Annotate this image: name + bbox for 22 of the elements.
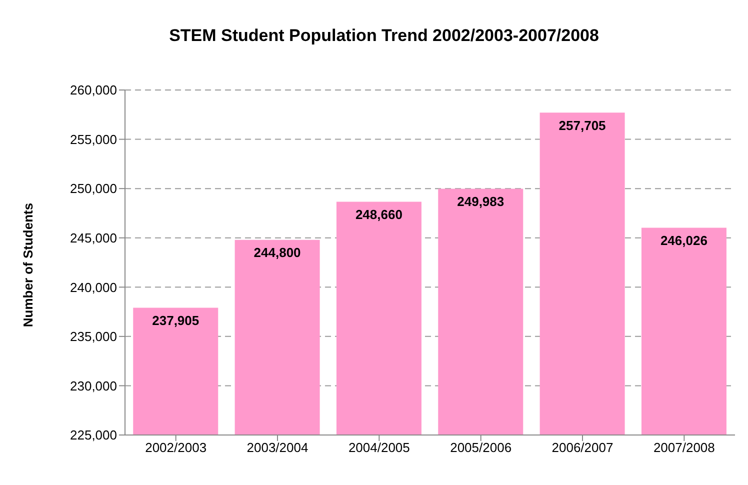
x-tick-label: 2007/2008 — [653, 440, 715, 456]
data-label: 249,983 — [457, 194, 504, 209]
y-tick-label: 240,000 — [70, 280, 117, 295]
data-label: 248,660 — [355, 207, 402, 222]
x-tick-label: 2003/2004 — [246, 440, 308, 456]
y-axis-title: Number of Students — [20, 202, 36, 328]
y-tick-label: 230,000 — [70, 378, 117, 394]
y-tick-label: 225,000 — [70, 428, 117, 443]
x-tick-label: 2004/2005 — [348, 440, 410, 456]
data-label: 237,905 — [152, 313, 200, 328]
chart-title: STEM Student Population Trend 2002/2003-2007/2008 — [168, 26, 600, 46]
data-label: 257,705 — [558, 118, 606, 133]
y-tick-label: 260,000 — [70, 82, 117, 98]
x-tick-label: 2005/2006 — [450, 440, 512, 456]
y-tick-label: 255,000 — [70, 132, 117, 147]
y-tick-label: 235,000 — [70, 329, 117, 344]
data-label: 246,026 — [660, 232, 708, 248]
x-tick-label: 2006/2007 — [552, 440, 614, 456]
x-tick-label: 2002/2003 — [145, 440, 207, 456]
y-tick-label: 245,000 — [70, 230, 117, 246]
data-label: 244,800 — [254, 245, 301, 260]
y-tick-label: 250,000 — [70, 181, 117, 196]
